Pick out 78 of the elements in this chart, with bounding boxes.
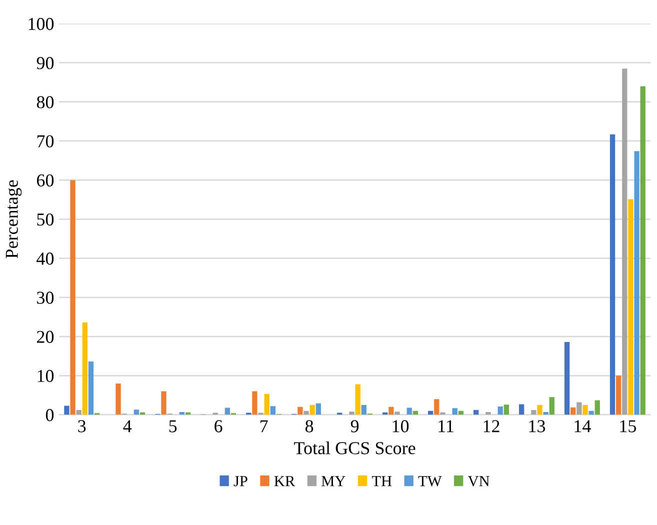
- bar: [440, 412, 446, 415]
- bar: [116, 383, 121, 415]
- bar: [576, 402, 582, 415]
- bar: [634, 151, 640, 415]
- bar: [640, 86, 646, 415]
- legend-label: TH: [372, 476, 392, 486]
- x-tick-label: 11: [438, 420, 454, 432]
- bar: [82, 322, 88, 415]
- x-axis-title: Total GCS Score: [294, 442, 416, 454]
- bar: [531, 410, 536, 415]
- x-tick-label: 6: [214, 420, 222, 432]
- bar: [252, 391, 258, 415]
- x-tick-label: 8: [305, 420, 314, 432]
- bar: [355, 384, 360, 415]
- bar: [434, 399, 440, 415]
- legend-label: TW: [418, 476, 442, 486]
- y-tick-label: 100: [28, 18, 54, 30]
- y-tick-label: 80: [36, 96, 54, 108]
- y-tick-label: 30: [37, 292, 54, 304]
- x-tick-label: 7: [260, 420, 268, 432]
- y-tick-label: 90: [36, 56, 54, 70]
- bar: [161, 391, 166, 415]
- bar: [628, 199, 634, 415]
- x-tick-label: 5: [169, 420, 177, 432]
- x-tick-label: 14: [574, 420, 591, 432]
- bar: [452, 408, 458, 415]
- bar: [310, 404, 315, 415]
- bar: [224, 408, 230, 415]
- bar: [64, 406, 70, 415]
- bar: [406, 408, 412, 415]
- legend-label: JP: [234, 476, 248, 486]
- legend-label: KR: [274, 476, 296, 486]
- bar: [622, 68, 628, 415]
- bar: [616, 376, 622, 415]
- bar: [518, 404, 524, 415]
- bar: [486, 412, 491, 415]
- y-axis-title: Percentage: [6, 180, 22, 258]
- bar: [564, 342, 570, 415]
- y-tick-label: 0: [46, 409, 54, 422]
- bar: [361, 404, 366, 415]
- bar: [298, 406, 303, 415]
- bar: [610, 134, 616, 415]
- bar: [394, 412, 400, 415]
- y-tick-label: 10: [38, 370, 54, 382]
- x-tick-label: 9: [350, 420, 359, 432]
- legend-label: MY: [322, 476, 346, 486]
- x-tick-label: 15: [620, 420, 636, 432]
- x-tick-label: 10: [392, 420, 409, 432]
- legend-label: VN: [468, 476, 490, 486]
- bar: [594, 400, 600, 415]
- x-tick-label: 3: [78, 420, 86, 432]
- bar: [304, 410, 309, 415]
- bar: [388, 406, 394, 415]
- bar: [537, 404, 542, 415]
- bar: [270, 406, 276, 415]
- bar: [88, 362, 94, 415]
- bar: [570, 407, 576, 415]
- bar: [473, 410, 479, 415]
- bar: [349, 412, 354, 415]
- bar: [588, 410, 594, 415]
- bar: [549, 397, 554, 415]
- bar: [543, 412, 548, 415]
- bar: [498, 406, 503, 415]
- y-tick-label: 50: [37, 213, 54, 226]
- y-tick-label: 60: [36, 174, 54, 187]
- bar: [316, 403, 321, 415]
- x-tick-label: 4: [123, 420, 132, 432]
- bar: [70, 180, 76, 415]
- y-tick-label: 20: [37, 330, 54, 343]
- bar: [582, 404, 588, 415]
- x-tick-label: 13: [529, 420, 546, 432]
- y-tick-label: 70: [37, 135, 54, 148]
- bar: [504, 404, 509, 415]
- bar: [264, 394, 270, 415]
- y-tick-label: 40: [36, 252, 54, 265]
- bar: [76, 410, 82, 415]
- x-tick-label: 12: [484, 420, 500, 432]
- bar: [134, 410, 140, 415]
